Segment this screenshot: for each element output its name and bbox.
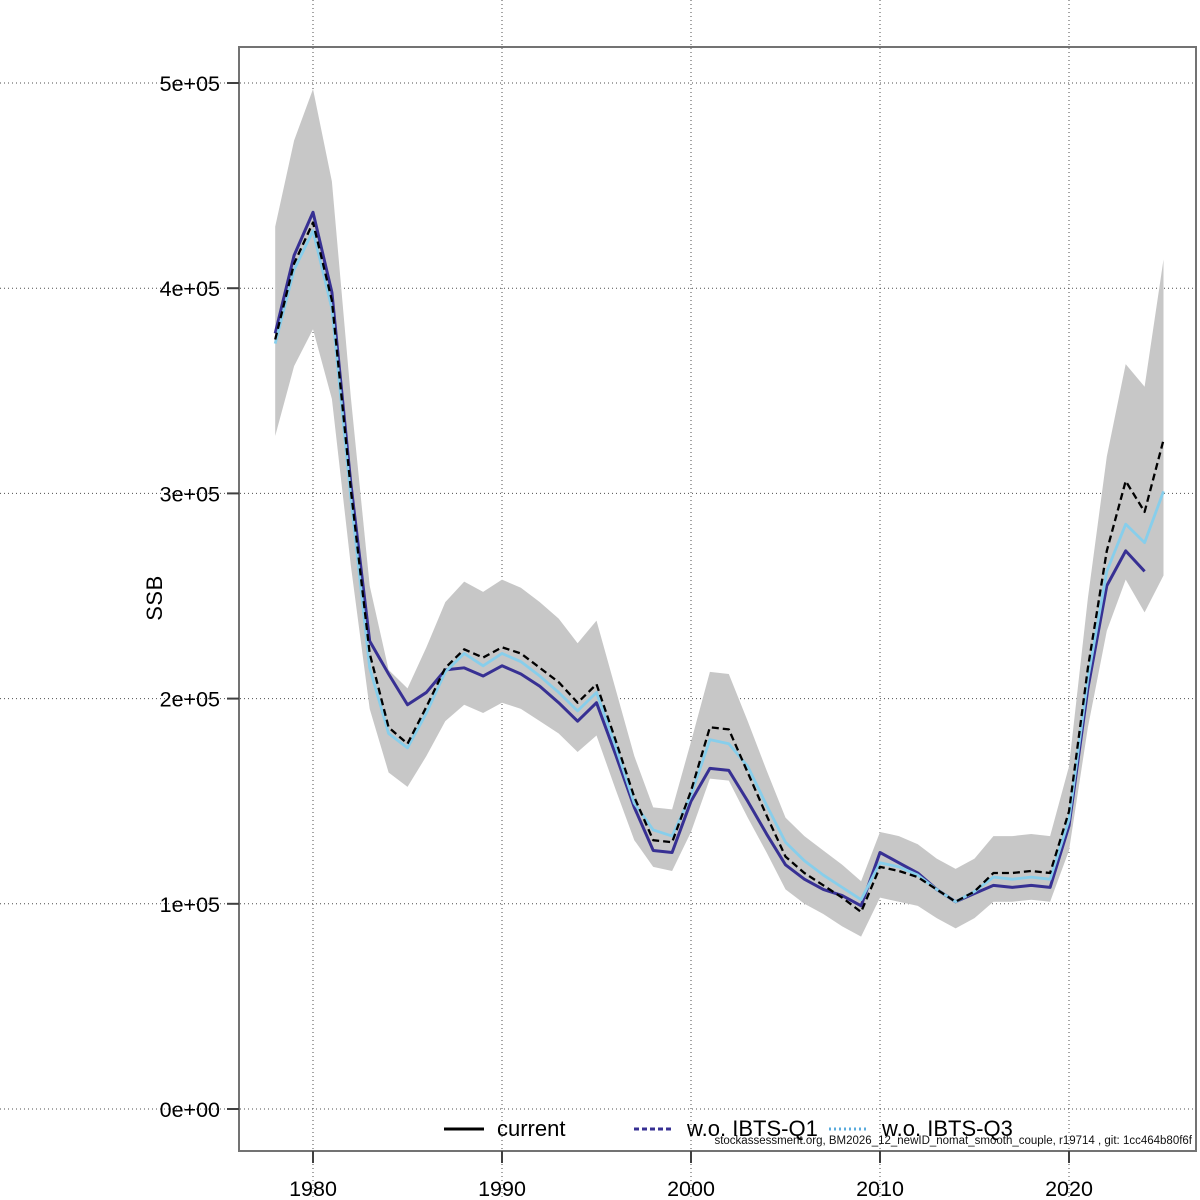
series-line-w-o-ibts-q1	[273, 210, 1146, 908]
y-tick-label: 2e+05	[160, 688, 220, 712]
legend-line-sample	[444, 1127, 484, 1131]
watermark-text: stockassessment.org, BM2026_12_newID_nom…	[714, 1135, 1192, 1147]
y-tick-label: 3e+05	[160, 482, 220, 506]
x-tick-label: 2020	[1045, 1177, 1093, 1200]
y-tick-label: 5e+05	[160, 72, 220, 96]
x-tick-label: 2010	[856, 1177, 904, 1200]
legend-item-w-o-ibts-q3: w.o. IBTS-Q3	[828, 1116, 1013, 1142]
legend-label: w.o. IBTS-Q3	[882, 1116, 1013, 1141]
legend-line-sample	[829, 1127, 869, 1131]
series-line-current	[274, 221, 1165, 914]
y-tick-label: 0e+00	[160, 1098, 220, 1122]
x-tick-label: 1980	[289, 1177, 337, 1200]
confidence-band	[275, 89, 1164, 937]
y-axis-title: SSB	[142, 575, 167, 621]
legend-label: w.o. IBTS-Q1	[687, 1116, 818, 1141]
plot-frame	[238, 46, 1197, 1152]
x-tick-label: 1990	[478, 1177, 526, 1200]
y-tick-label: 1e+05	[160, 893, 220, 917]
y-tick-label: 4e+05	[160, 277, 220, 301]
legend-label: current	[497, 1116, 566, 1141]
legend-line-sample	[634, 1127, 674, 1131]
series-line-w-o-ibts-q3	[273, 229, 1165, 904]
legend-item-w-o-ibts-q1: w.o. IBTS-Q1	[633, 1116, 818, 1142]
legend-item-current: current	[443, 1116, 565, 1142]
x-tick-label: 2000	[667, 1177, 715, 1200]
